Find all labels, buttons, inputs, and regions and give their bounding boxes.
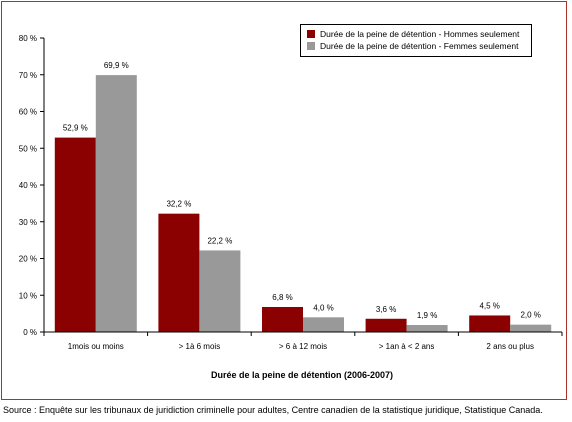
y-tick-label: 80 % <box>19 34 37 43</box>
data-label: 3,6 % <box>376 305 396 314</box>
bar-femmes <box>303 317 344 332</box>
data-label: 22,2 % <box>207 236 232 245</box>
data-label: 2,0 % <box>520 311 540 320</box>
bar-femmes <box>406 325 448 332</box>
data-label: 52,9 % <box>63 124 88 133</box>
x-axis-title: Durée de la peine de détention (2006-200… <box>211 370 393 380</box>
bar-hommes <box>469 315 511 332</box>
y-tick-label: 70 % <box>19 71 37 80</box>
bar-femmes <box>199 250 241 332</box>
y-tick-label: 50 % <box>19 144 37 153</box>
bar-hommes <box>262 307 303 332</box>
chart-frame <box>1 1 567 400</box>
bar-hommes <box>158 213 200 332</box>
data-label: 1,9 % <box>417 311 437 320</box>
legend-label-femmes: Durée de la peine de détention - Femmes … <box>320 41 519 51</box>
y-tick-label: 10 % <box>19 291 37 300</box>
legend-item-hommes: Durée de la peine de détention - Hommes … <box>307 28 531 40</box>
bar-hommes <box>54 137 96 332</box>
x-category-label: > 1à 6 mois <box>179 342 221 351</box>
y-tick-label: 40 % <box>19 181 37 190</box>
y-tick-label: 30 % <box>19 218 37 227</box>
data-label: 32,2 % <box>166 200 191 209</box>
x-category-label: > 1an à < 2 ans <box>379 342 435 351</box>
x-category-label: > 6 à 12 mois <box>279 342 327 351</box>
source-note: Source : Enquête sur les tribunaux de ju… <box>3 405 543 415</box>
x-category-label: 2 ans ou plus <box>486 342 534 351</box>
bar-femmes <box>95 75 137 333</box>
bar-chart: 0 % 10 % 20 % 30 % 40 % 50 % 60 % 70 % 80 % 52,9 … <box>19 34 563 380</box>
x-category-label: 1mois ou moins <box>68 342 124 351</box>
y-tick-label: 60 % <box>19 108 37 117</box>
data-label: 6,8 % <box>272 293 292 302</box>
y-tick-label: 0 % <box>23 328 37 337</box>
legend: Durée de la peine de détention - Hommes … <box>300 24 532 57</box>
legend-swatch-hommes <box>307 30 315 38</box>
data-label: 4,5 % <box>479 301 499 310</box>
bar-femmes <box>510 324 552 332</box>
legend-item-femmes: Durée de la peine de détention - Femmes … <box>307 40 531 52</box>
data-label: 69,9 % <box>104 61 129 70</box>
legend-label-hommes: Durée de la peine de détention - Hommes … <box>320 29 520 39</box>
data-label: 4,0 % <box>313 303 333 312</box>
y-tick-label: 20 % <box>19 255 37 264</box>
legend-swatch-femmes <box>307 42 315 50</box>
bar-hommes <box>365 318 407 332</box>
